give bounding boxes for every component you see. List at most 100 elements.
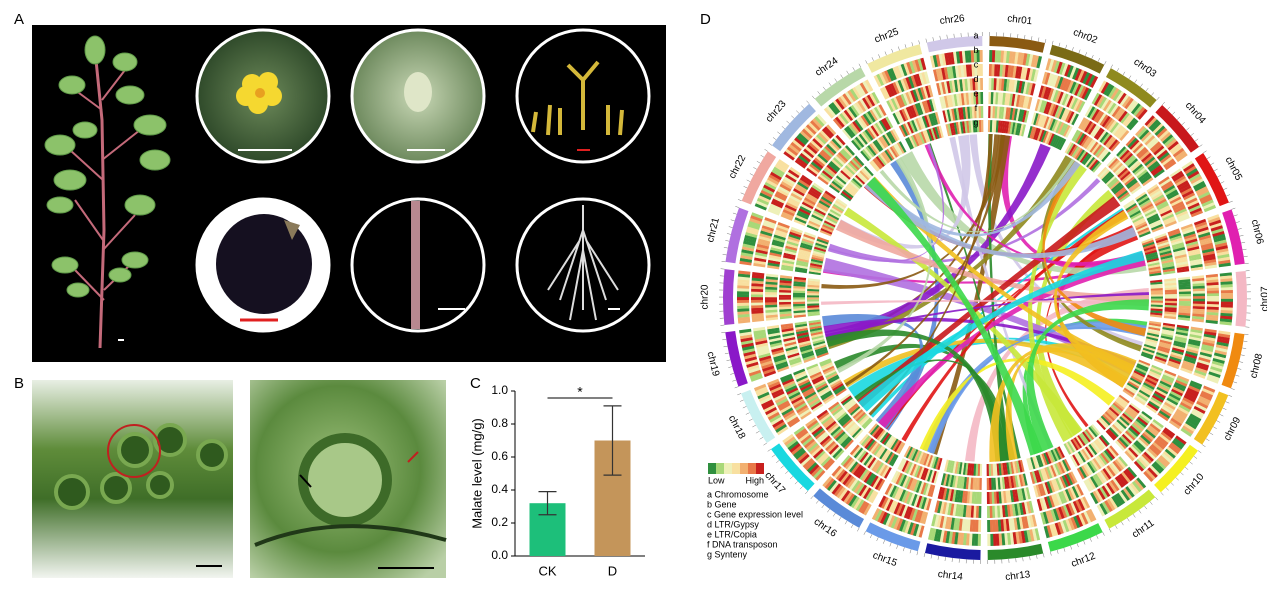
heatmap-cell: [899, 474, 908, 487]
heatmap-cell: [1156, 349, 1169, 356]
heatmap-cell: [1098, 470, 1108, 483]
heatmap-cell: [1102, 172, 1114, 183]
heatmap-cell: [848, 478, 859, 491]
heatmap-cell: [1078, 117, 1087, 130]
heatmap-cell: [862, 97, 871, 110]
heatmap-cell: [770, 244, 784, 250]
heatmap-cell: [765, 306, 778, 311]
heatmap-cell: [1117, 417, 1129, 428]
heatmap-cell: [1188, 173, 1201, 182]
heatmap-cell: [1190, 175, 1203, 185]
heatmap-cell: [1009, 107, 1014, 120]
heatmap-cell: [1200, 242, 1214, 249]
heatmap-cell: [828, 184, 841, 194]
heatmap-cell: [1023, 487, 1029, 500]
heatmap-cell: [1220, 284, 1233, 288]
heatmap-cell: [737, 291, 750, 295]
chromosome-tick: [776, 460, 780, 463]
chromosome-band: [725, 330, 748, 387]
heatmap-cell: [1016, 503, 1022, 516]
heatmap-cell: [807, 367, 820, 375]
heatmap-cell: [752, 326, 766, 332]
heatmap-cell: [1168, 358, 1181, 365]
heatmap-cell: [827, 374, 839, 383]
heatmap-cell: [870, 125, 880, 137]
heatmap-cell: [860, 150, 870, 162]
heatmap-cell: [1124, 154, 1135, 165]
heatmap-cell: [785, 148, 797, 159]
heatmap-cell: [775, 226, 789, 234]
heatmap-cell: [1071, 113, 1079, 126]
heatmap-cell: [952, 489, 957, 502]
heatmap-cell: [955, 518, 961, 531]
heatmap-cell: [1043, 452, 1050, 465]
heatmap-cell: [812, 182, 825, 192]
heatmap-cell: [1204, 328, 1217, 334]
chromosome-label: chr22: [727, 153, 749, 181]
heatmap-cell: [932, 112, 939, 125]
chromosome-tick: [916, 551, 919, 556]
chromosome-tick: [889, 542, 892, 547]
heatmap-cell: [832, 118, 843, 130]
heatmap-cell: [991, 120, 995, 133]
heatmap-cell: [1160, 337, 1173, 343]
heatmap-cell: [830, 426, 841, 436]
heatmap-cell: [912, 523, 920, 537]
chromosome-tick: [1243, 255, 1248, 258]
heatmap-cell: [1099, 503, 1108, 516]
heatmap-cell: [1089, 476, 1099, 488]
heatmap-cell: [850, 104, 860, 117]
heatmap-cell: [758, 235, 772, 242]
heatmap-cell: [1166, 397, 1179, 406]
heatmap-cell: [847, 403, 858, 413]
heatmap-cell: [1115, 166, 1127, 177]
heatmap-cell: [867, 110, 876, 123]
chromosome-tick: [722, 338, 727, 341]
heatmap-cell: [804, 231, 817, 238]
heatmap-cell: [781, 264, 794, 269]
heatmap-cell: [1156, 239, 1169, 246]
heatmap-cell: [975, 519, 979, 532]
heatmap-cell: [782, 433, 794, 444]
heatmap-cell: [976, 120, 980, 133]
heatmap-cell: [798, 342, 812, 348]
heatmap-cell: [1012, 489, 1017, 502]
heatmap-cell: [1142, 349, 1155, 356]
heatmap-cell: [1104, 411, 1115, 422]
heatmap-cell: [1211, 228, 1224, 235]
heatmap-cell: [958, 462, 963, 475]
heatmap-cell: [945, 530, 951, 544]
heatmap-cell: [956, 461, 961, 475]
heatmap-cell: [995, 533, 1000, 546]
heatmap-cell: [1157, 412, 1169, 422]
chromosome-tick: [745, 412, 750, 415]
heatmap-cell: [799, 130, 811, 141]
chromosome-tick: [739, 399, 744, 402]
heatmap-cell: [1018, 95, 1023, 108]
heatmap-cell: [812, 159, 824, 169]
chromosome-band: [1193, 391, 1229, 445]
heatmap-cell: [1008, 79, 1013, 92]
heatmap-cell: [818, 411, 830, 421]
heatmap-cell: [1115, 126, 1126, 138]
heatmap-cell: [810, 331, 823, 336]
heatmap-cell: [787, 352, 800, 359]
legend-item: c Gene expression level: [707, 509, 803, 519]
heatmap-cell: [973, 106, 977, 119]
heatmap-cell: [932, 54, 939, 68]
heatmap-cell: [1018, 516, 1024, 530]
heatmap-cell: [1005, 121, 1010, 134]
chromosome-tick: [850, 524, 854, 528]
heatmap-cell: [1176, 152, 1188, 163]
chromosome-tick: [838, 516, 842, 521]
heatmap-cell: [1047, 510, 1055, 523]
heatmap-cell: [1153, 392, 1165, 401]
heatmap-cell: [1157, 435, 1169, 446]
heatmap-cell: [1142, 241, 1155, 248]
heatmap-cell: [1013, 122, 1018, 135]
heatmap-cell: [872, 140, 882, 152]
chromosome-tick: [944, 556, 946, 562]
chromosome-band: [772, 103, 816, 152]
heatmap-cell: [1203, 259, 1217, 264]
heatmap-cell: [1144, 342, 1157, 348]
